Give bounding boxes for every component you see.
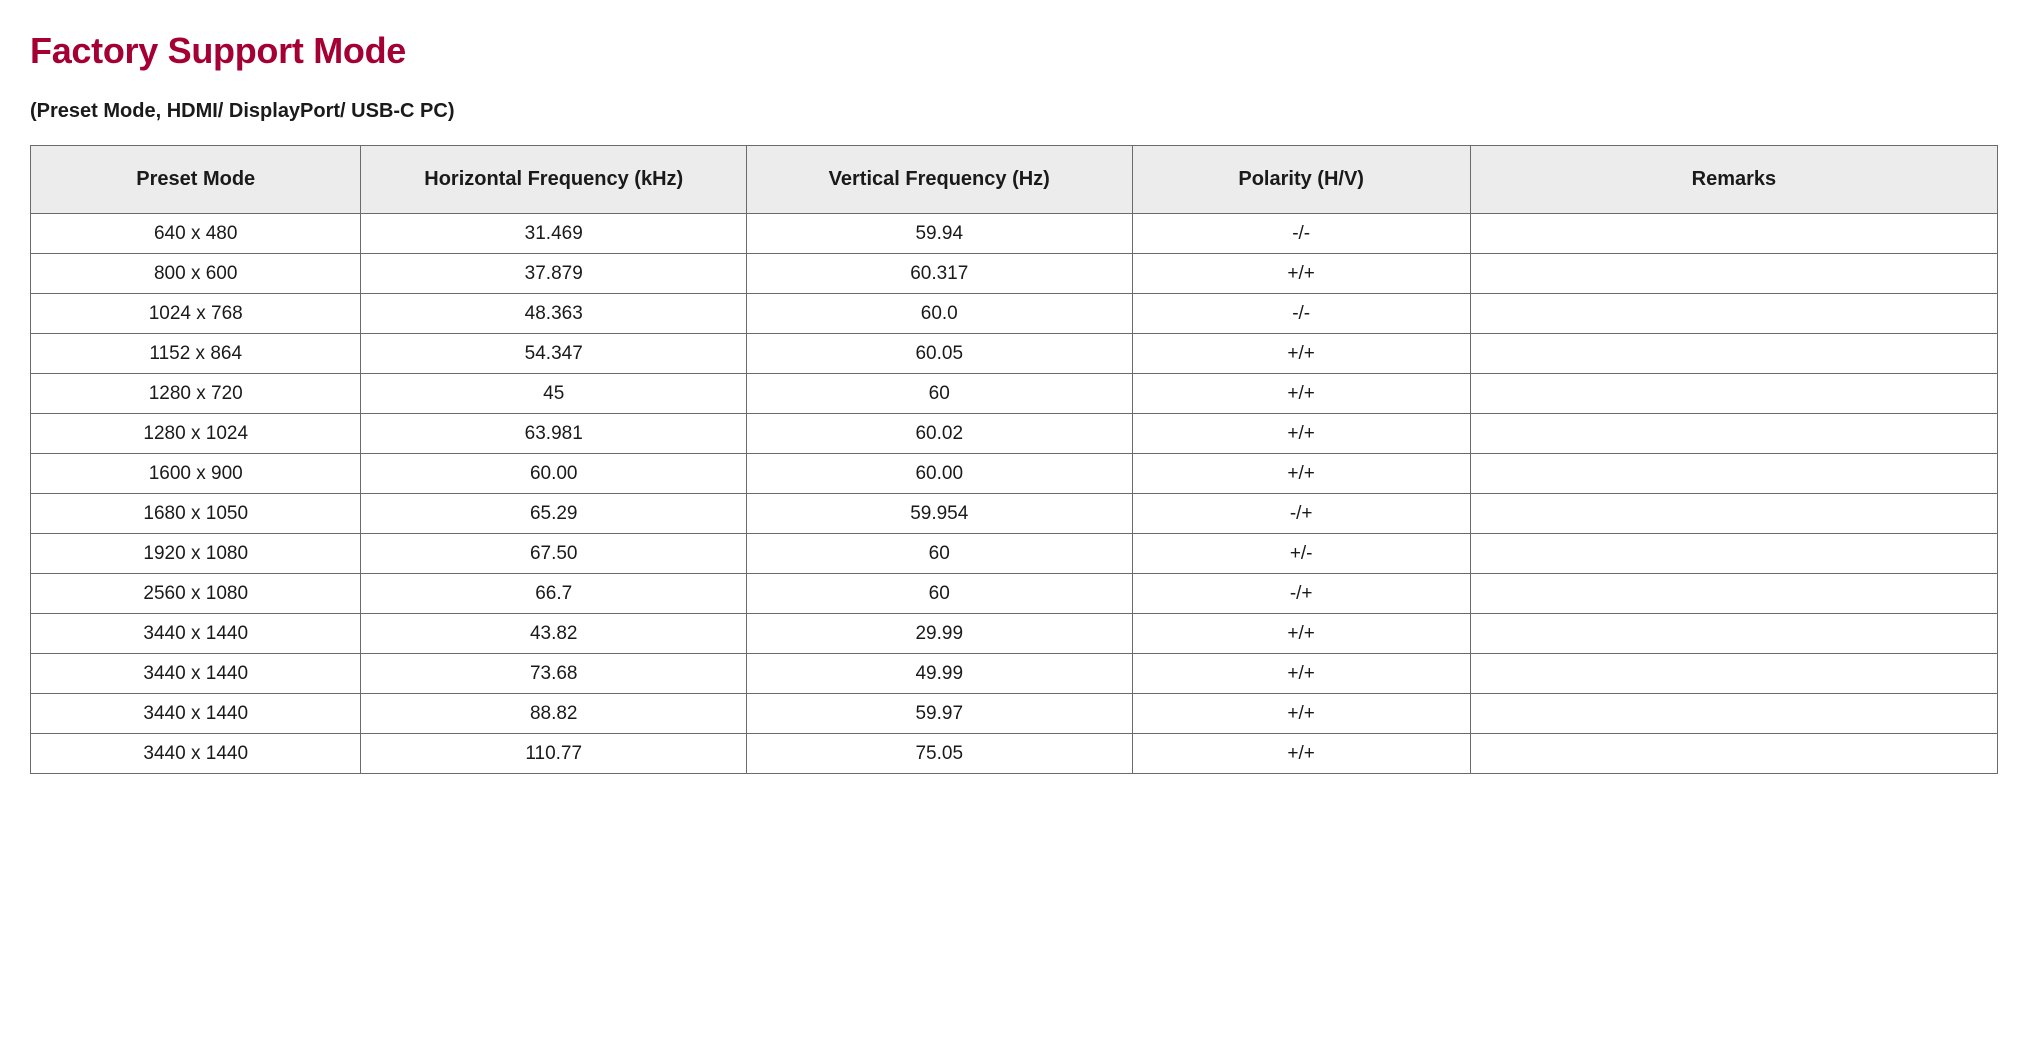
table-cell [1470, 574, 1997, 614]
table-cell: 59.97 [746, 694, 1132, 734]
table-cell [1470, 614, 1997, 654]
table-cell: 65.29 [361, 494, 747, 534]
table-cell: 59.954 [746, 494, 1132, 534]
table-cell [1470, 494, 1997, 534]
table-cell: 1600 x 900 [31, 454, 361, 494]
table-cell: 110.77 [361, 734, 747, 774]
table-row: 3440 x 1440110.7775.05+/+ [31, 734, 1998, 774]
table-cell: 1280 x 1024 [31, 414, 361, 454]
table-cell: 60.00 [361, 454, 747, 494]
table-cell: 88.82 [361, 694, 747, 734]
table-cell: +/+ [1132, 414, 1470, 454]
table-cell: 2560 x 1080 [31, 574, 361, 614]
table-cell: 60 [746, 574, 1132, 614]
table-cell [1470, 454, 1997, 494]
col-header-polarity: Polarity (H/V) [1132, 146, 1470, 214]
table-cell: 60 [746, 534, 1132, 574]
table-row: 1152 x 86454.34760.05+/+ [31, 334, 1998, 374]
table-cell: -/+ [1132, 574, 1470, 614]
table-cell [1470, 534, 1997, 574]
table-cell [1470, 374, 1997, 414]
table-row: 2560 x 108066.760-/+ [31, 574, 1998, 614]
table-cell: +/+ [1132, 734, 1470, 774]
table-cell: 31.469 [361, 214, 747, 254]
table-cell: +/+ [1132, 694, 1470, 734]
table-cell: 43.82 [361, 614, 747, 654]
table-cell: 63.981 [361, 414, 747, 454]
table-cell: +/+ [1132, 374, 1470, 414]
table-cell: 29.99 [746, 614, 1132, 654]
table-row: 1280 x 102463.98160.02+/+ [31, 414, 1998, 454]
table-cell [1470, 414, 1997, 454]
table-cell: 1920 x 1080 [31, 534, 361, 574]
table-row: 1024 x 76848.36360.0-/- [31, 294, 1998, 334]
col-header-remarks: Remarks [1470, 146, 1997, 214]
table-cell: 66.7 [361, 574, 747, 614]
table-cell: 75.05 [746, 734, 1132, 774]
table-cell [1470, 294, 1997, 334]
table-cell: 640 x 480 [31, 214, 361, 254]
table-cell: 1024 x 768 [31, 294, 361, 334]
table-row: 1280 x 7204560+/+ [31, 374, 1998, 414]
table-cell: 37.879 [361, 254, 747, 294]
table-cell [1470, 694, 1997, 734]
col-header-preset-mode: Preset Mode [31, 146, 361, 214]
col-header-horizontal-frequency: Horizontal Frequency (kHz) [361, 146, 747, 214]
table-cell [1470, 254, 1997, 294]
table-cell: 3440 x 1440 [31, 694, 361, 734]
table-cell: -/- [1132, 294, 1470, 334]
page-title: Factory Support Mode [30, 30, 1998, 72]
table-cell: 60.02 [746, 414, 1132, 454]
table-cell: 54.347 [361, 334, 747, 374]
table-cell: 800 x 600 [31, 254, 361, 294]
table-cell: 60.317 [746, 254, 1132, 294]
table-row: 3440 x 144043.8229.99+/+ [31, 614, 1998, 654]
table-header-row: Preset Mode Horizontal Frequency (kHz) V… [31, 146, 1998, 214]
table-cell: 60.05 [746, 334, 1132, 374]
support-mode-table: Preset Mode Horizontal Frequency (kHz) V… [30, 145, 1998, 774]
table-row: 1920 x 108067.5060+/- [31, 534, 1998, 574]
table-row: 640 x 48031.46959.94-/- [31, 214, 1998, 254]
table-cell: 60.00 [746, 454, 1132, 494]
table-cell: +/+ [1132, 254, 1470, 294]
table-cell: 45 [361, 374, 747, 414]
table-body: 640 x 48031.46959.94-/-800 x 60037.87960… [31, 214, 1998, 774]
table-row: 1680 x 105065.2959.954-/+ [31, 494, 1998, 534]
table-cell: -/+ [1132, 494, 1470, 534]
col-header-vertical-frequency: Vertical Frequency (Hz) [746, 146, 1132, 214]
table-cell [1470, 734, 1997, 774]
table-cell: 59.94 [746, 214, 1132, 254]
table-cell: +/+ [1132, 614, 1470, 654]
table-cell: 60.0 [746, 294, 1132, 334]
table-row: 3440 x 144088.8259.97+/+ [31, 694, 1998, 734]
table-cell: 3440 x 1440 [31, 734, 361, 774]
table-cell: 3440 x 1440 [31, 614, 361, 654]
table-cell: +/+ [1132, 654, 1470, 694]
table-cell: 1152 x 864 [31, 334, 361, 374]
table-cell: 3440 x 1440 [31, 654, 361, 694]
table-row: 3440 x 144073.6849.99+/+ [31, 654, 1998, 694]
table-cell: 67.50 [361, 534, 747, 574]
table-cell: 1280 x 720 [31, 374, 361, 414]
table-row: 800 x 60037.87960.317+/+ [31, 254, 1998, 294]
table-cell: 60 [746, 374, 1132, 414]
table-cell: 73.68 [361, 654, 747, 694]
page-subtitle: (Preset Mode, HDMI/ DisplayPort/ USB-C P… [30, 100, 1998, 123]
table-cell [1470, 654, 1997, 694]
table-cell [1470, 214, 1997, 254]
table-cell: 49.99 [746, 654, 1132, 694]
table-cell: 1680 x 1050 [31, 494, 361, 534]
table-cell: -/- [1132, 214, 1470, 254]
table-cell: 48.363 [361, 294, 747, 334]
table-cell: +/+ [1132, 334, 1470, 374]
table-row: 1600 x 90060.0060.00+/+ [31, 454, 1998, 494]
table-cell [1470, 334, 1997, 374]
table-cell: +/+ [1132, 454, 1470, 494]
table-cell: +/- [1132, 534, 1470, 574]
